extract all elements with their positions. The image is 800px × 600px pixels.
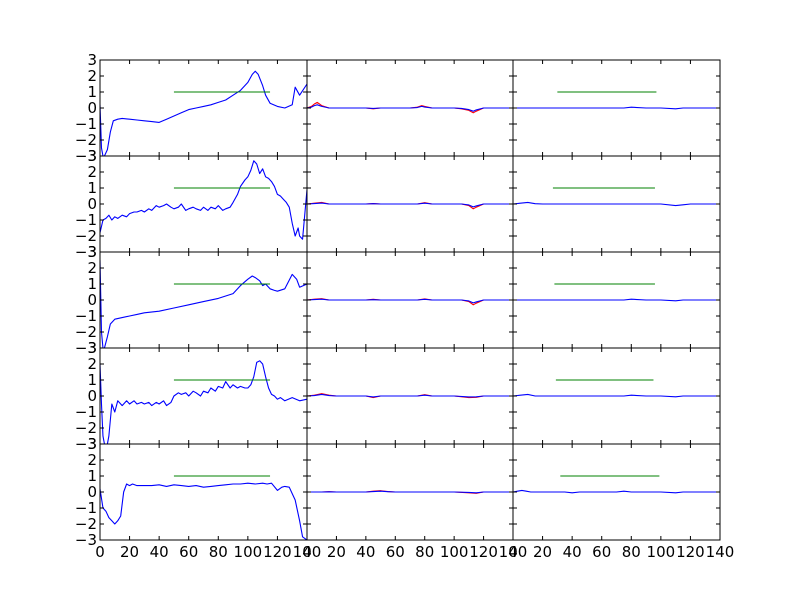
series-line-blue-1 [307, 393, 513, 398]
ytick-label: −1 [75, 499, 97, 517]
series-group [513, 187, 720, 207]
ytick-label: 1 [87, 467, 97, 485]
series-line-blue-0 [513, 393, 720, 398]
series-line-blue-0 [100, 259, 307, 348]
xtick-label: 120 [469, 543, 498, 561]
series-line-blue-0 [513, 106, 720, 110]
xtick-label: 0 [95, 543, 105, 561]
ytick-label: −1 [75, 211, 97, 229]
ytick-label: 0 [87, 483, 97, 501]
series-line-blue-0 [513, 298, 720, 302]
xtick-label: 80 [209, 543, 228, 561]
ytick-label: 3 [87, 339, 97, 357]
series-group [307, 490, 513, 494]
series-group [513, 379, 720, 398]
ytick-label: −2 [75, 419, 97, 437]
xtick-label: 0 [302, 543, 312, 561]
xtick-label: 20 [327, 543, 346, 561]
xtick-label: 100 [647, 543, 676, 561]
ytick-label: 1 [87, 83, 97, 101]
xtick-label: 80 [622, 543, 641, 561]
ytick-label: 3 [87, 147, 97, 165]
ytick-label: −2 [75, 515, 97, 533]
ytick-label: −1 [75, 115, 97, 133]
ytick-label: 2 [87, 163, 97, 181]
subplot-r2-c2 [512, 251, 721, 349]
subplot-r4-c2: 0 20 40 60 80 100 120 140 [508, 443, 735, 561]
ytick-label: −3 [75, 435, 97, 453]
ytick-label: 1 [87, 371, 97, 389]
ytick-label: 0 [87, 387, 97, 405]
ytick-label: −3 [75, 531, 97, 549]
ytick-label: −3 [75, 339, 97, 357]
ytick-label: −2 [75, 323, 97, 341]
xtick-label: 0 [508, 543, 518, 561]
series-group [100, 259, 307, 348]
ytick-label: −1 [75, 307, 97, 325]
xtick-label: 40 [356, 543, 375, 561]
ytick-label: −1 [75, 403, 97, 421]
ytick-label: 3 [87, 51, 97, 69]
xtick-label: 40 [563, 543, 582, 561]
subplot-r4-c1: 0 20 40 60 80 100 120 140 [302, 443, 528, 561]
xtick-label: 120 [263, 543, 292, 561]
xtick-label: 140 [499, 543, 528, 561]
series-group [513, 283, 720, 302]
series-line-blue-0 [100, 482, 307, 540]
series-line-blue-1 [307, 104, 513, 112]
ytick-label: 2 [87, 451, 97, 469]
series-group [307, 101, 513, 114]
series-group [100, 475, 307, 540]
xtick-label: 100 [440, 543, 469, 561]
xtick-label: 60 [179, 543, 198, 561]
ytick-label: −3 [75, 243, 97, 261]
series-line-blue-1 [307, 490, 513, 494]
xtick-label: 60 [386, 543, 405, 561]
xtick-label: 120 [676, 543, 705, 561]
ytick-label: 3 [87, 243, 97, 261]
ytick-label: 2 [87, 259, 97, 277]
xtick-label: 20 [120, 543, 139, 561]
series-line-blue-0 [100, 160, 307, 240]
ytick-label: 3 [87, 435, 97, 453]
xtick-label: 20 [533, 543, 552, 561]
series-line-blue-0 [100, 360, 307, 444]
xtick-label: 80 [415, 543, 434, 561]
xtick-label: 100 [234, 543, 263, 561]
ytick-label: 1 [87, 179, 97, 197]
series-group [513, 91, 720, 110]
series-group [100, 160, 307, 240]
subplot-grid: −3−2−10123−3−2−10123−3−2−10123−3−2−10123… [75, 51, 734, 561]
series-group [100, 70, 307, 156]
ytick-label: 2 [87, 67, 97, 85]
ytick-label: 0 [87, 99, 97, 117]
series-group [100, 360, 307, 444]
series-line-blue-1 [307, 202, 513, 208]
ytick-label: 2 [87, 355, 97, 373]
series-group [513, 475, 720, 494]
ytick-label: 0 [87, 195, 97, 213]
series-line-blue-1 [307, 298, 513, 304]
series-line-blue-0 [100, 70, 307, 156]
series-line-blue-0 [513, 489, 720, 494]
series-group [307, 393, 513, 399]
xtick-label: 140 [706, 543, 735, 561]
ytick-label: 1 [87, 275, 97, 293]
series-line-blue-0 [513, 201, 720, 207]
ytick-label: −2 [75, 131, 97, 149]
xtick-label: 140 [293, 543, 322, 561]
ytick-label: −3 [75, 147, 97, 165]
ytick-label: 0 [87, 291, 97, 309]
ytick-label: −2 [75, 227, 97, 245]
xtick-label: 60 [592, 543, 611, 561]
xtick-label: 40 [150, 543, 169, 561]
series-group [307, 298, 513, 306]
series-group [307, 201, 513, 210]
